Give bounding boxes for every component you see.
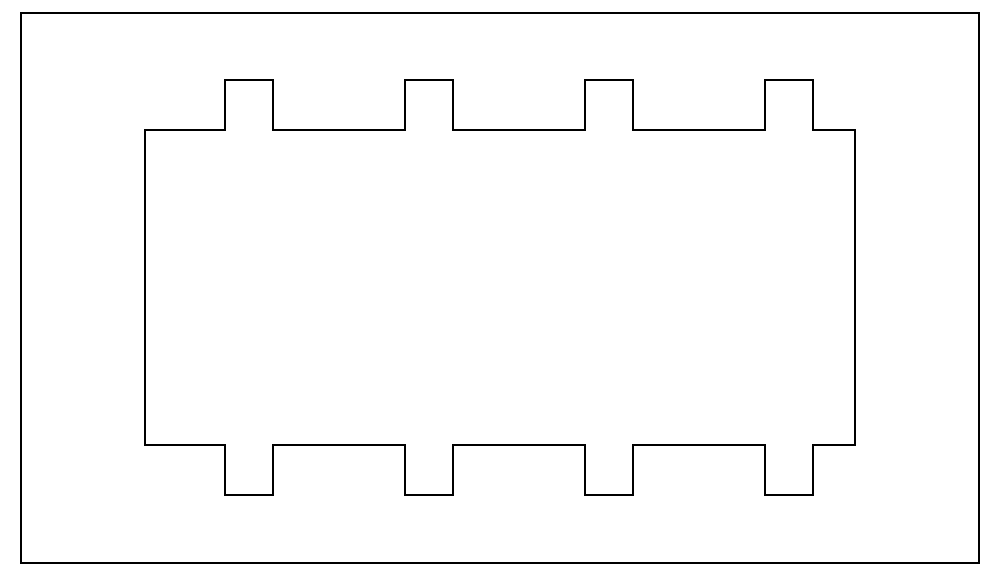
chip-outline: [0, 0, 1000, 572]
chip-svg: [0, 0, 1000, 572]
chip-path: [145, 80, 855, 495]
